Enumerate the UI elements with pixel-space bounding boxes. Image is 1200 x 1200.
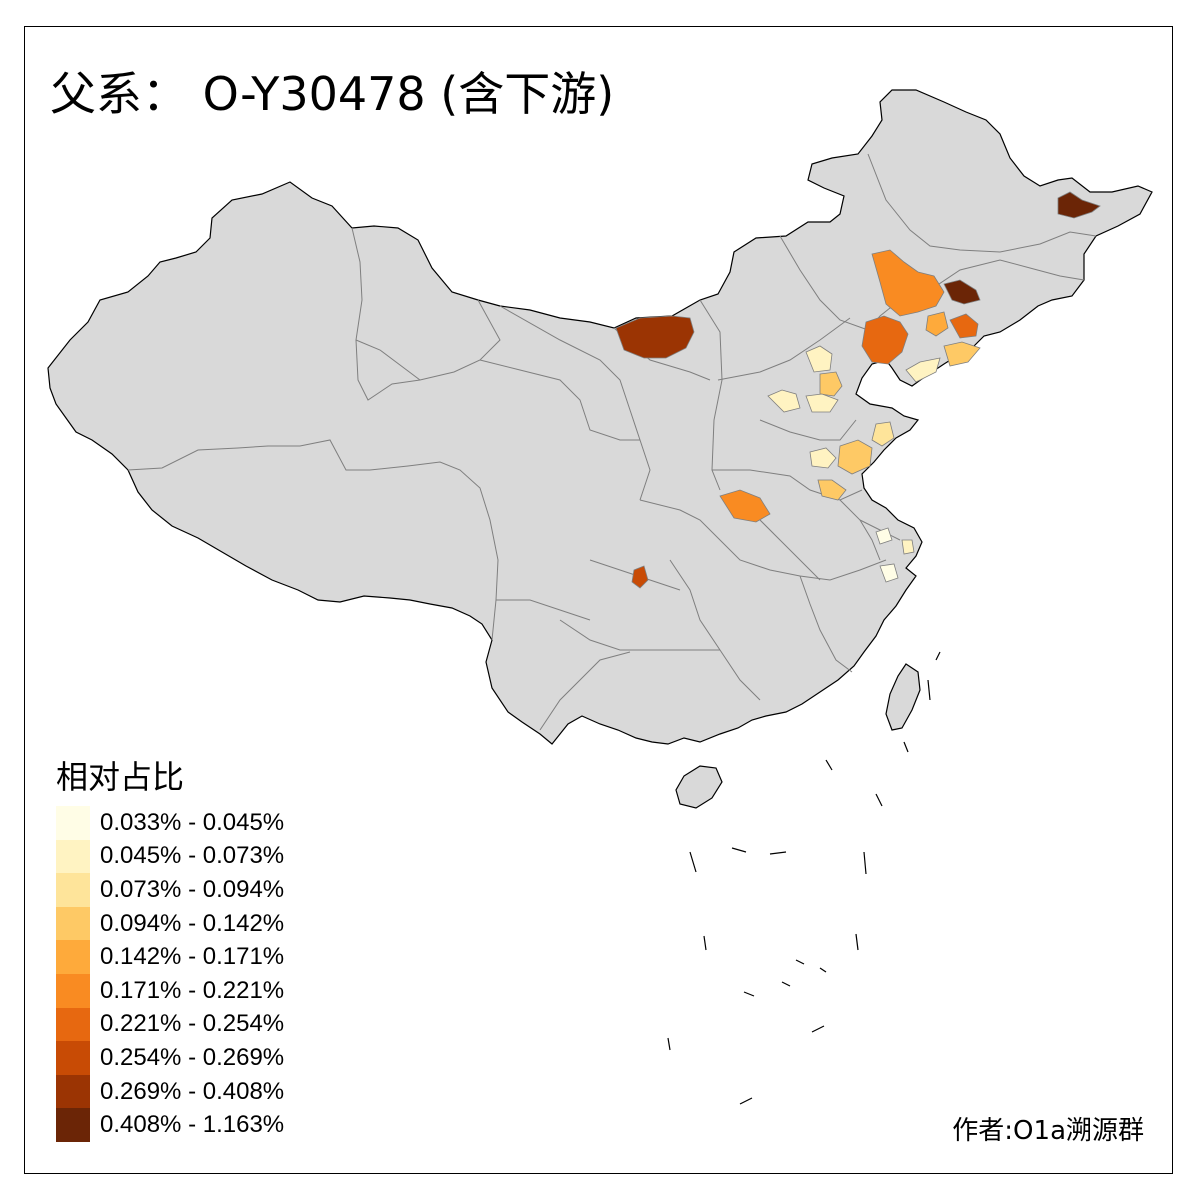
region-liaoning-shenyang [949, 313, 979, 339]
legend-swatch [56, 806, 90, 840]
mainland-china [47, 89, 1153, 745]
legend-label: 0.269% - 0.408% [100, 1077, 285, 1105]
legend-swatch [56, 1108, 90, 1142]
legend-swatch [56, 940, 90, 974]
legend-swatch [56, 873, 90, 907]
legend-label: 0.254% - 0.269% [100, 1043, 285, 1071]
region-inner-mongolia-west [615, 315, 695, 359]
legend-label: 0.408% - 1.163% [100, 1111, 285, 1139]
legend-items: 0.033% - 0.045% 0.045% - 0.073% 0.073% - 0… [56, 806, 284, 1142]
region-jilin-west [943, 279, 981, 305]
region-zhejiang [879, 563, 899, 583]
region-hebei-north [805, 345, 833, 373]
legend-item: 0.254% - 0.269% [56, 1041, 284, 1075]
legend-swatch [56, 1041, 90, 1075]
region-sichuan-east [631, 565, 649, 589]
highlighted-regions [615, 191, 1101, 589]
region-shandong-north [871, 421, 895, 447]
region-liaoning-west [861, 315, 909, 365]
legend-item: 0.269% - 0.408% [56, 1074, 285, 1109]
legend: 相对占比 0.033% - 0.045% 0.045% - 0.073% 0.073… [56, 752, 284, 1142]
region-liaoning-north [871, 249, 945, 317]
legend-title: 相对占比 [56, 758, 185, 796]
region-shanghai [901, 539, 915, 555]
taiwan-island [885, 663, 921, 731]
region-heilongjiang-east [1057, 191, 1101, 219]
legend-swatch [56, 839, 90, 874]
legend-item: 0.073% - 0.094% [56, 873, 284, 907]
legend-item: 0.033% - 0.045% [56, 806, 284, 840]
legend-label: 0.142% - 0.171% [100, 943, 285, 971]
map-title: 父系： O-Y30478 (含下游) [50, 67, 615, 121]
south-sea-islands [667, 651, 941, 1105]
legend-swatch [56, 906, 90, 941]
legend-item: 0.045% - 0.073% [56, 839, 285, 874]
map-frame [24, 26, 1173, 1174]
region-liaoning-dalian [943, 341, 981, 367]
legend-item: 0.171% - 0.221% [56, 973, 285, 1008]
legend-item: 0.221% - 0.254% [56, 1007, 285, 1042]
author-credit: 作者:O1a溯源群 [952, 1116, 1144, 1146]
legend-label: 0.045% - 0.073% [100, 842, 285, 870]
region-henan-east [817, 479, 847, 501]
legend-swatch [56, 1007, 90, 1042]
legend-item: 0.142% - 0.171% [56, 940, 284, 974]
legend-label: 0.221% - 0.254% [100, 1010, 285, 1038]
region-hebei-south [805, 393, 839, 413]
legend-item: 0.094% - 0.142% [56, 906, 285, 941]
region-shaanxi-south [719, 489, 771, 523]
region-jiangsu-north [875, 527, 893, 545]
legend-swatch [56, 973, 90, 1008]
legend-item: 0.408% - 1.163% [56, 1108, 284, 1142]
region-shandong-central [837, 439, 873, 475]
hainan-island [675, 765, 723, 809]
legend-label: 0.171% - 0.221% [100, 976, 285, 1004]
region-liaoning-center [925, 311, 949, 337]
legend-swatch [56, 1074, 90, 1109]
legend-label: 0.073% - 0.094% [100, 875, 285, 903]
region-liaoning-coast [905, 357, 941, 383]
region-hebei-west [767, 389, 801, 413]
region-shandong-west [809, 447, 837, 469]
region-beijing [819, 371, 843, 397]
legend-label: 0.094% - 0.142% [100, 909, 285, 937]
legend-label: 0.033% - 0.045% [100, 808, 285, 836]
